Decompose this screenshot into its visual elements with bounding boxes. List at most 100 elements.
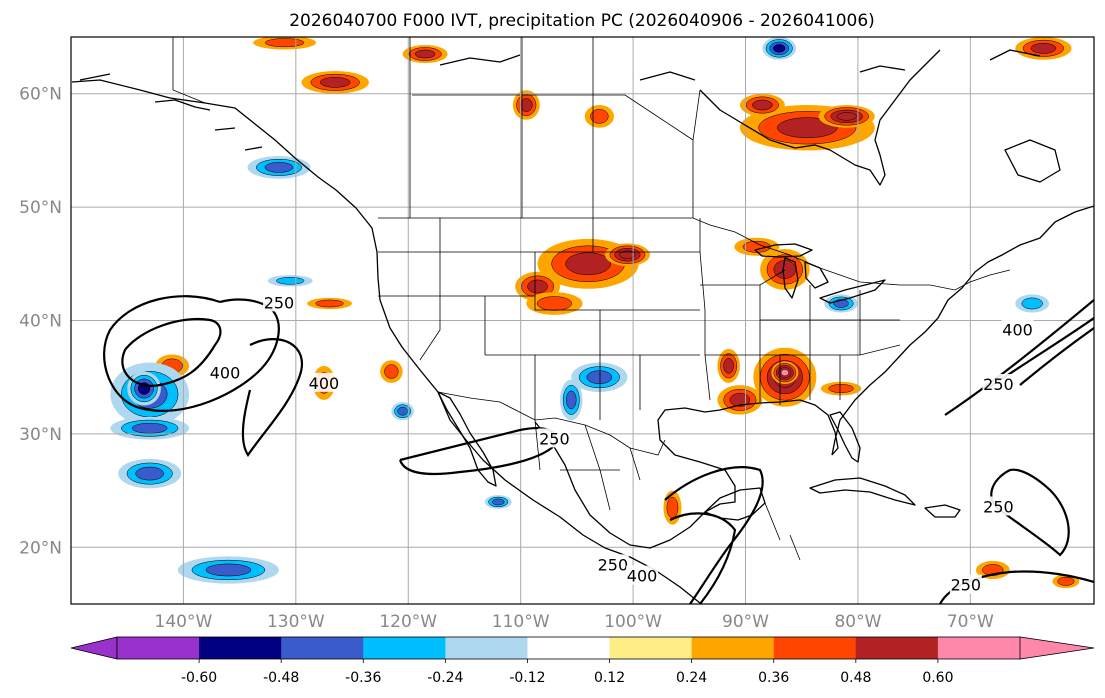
axis-labels: 20°N 30°N 40°N 50°N 60°N 140°W 130°W 120°W 110°W… [19, 85, 994, 632]
precip-fill [397, 406, 408, 416]
precip-negative-blob [762, 37, 797, 60]
colorbar-tick-label: 0.60 [922, 670, 953, 686]
precip-positive-blob [512, 90, 540, 120]
lon-label: 80°W [834, 612, 881, 632]
precip-negative-blob [110, 416, 190, 440]
precip-fill [276, 277, 305, 285]
precip-fill [205, 563, 252, 577]
ivt-label-background [307, 372, 340, 392]
great-lakes-superior [754, 243, 813, 258]
precip-fill [752, 99, 773, 111]
precip-fill [536, 296, 572, 311]
precip-positive-blob [734, 237, 780, 256]
precip-negative-blob [118, 458, 182, 489]
ivt-label-background [596, 554, 629, 574]
central-america-borders [764, 502, 801, 561]
precip-positive-blob [760, 249, 810, 290]
precip-positive-blob [1052, 574, 1080, 589]
lon-label: 110°W [492, 612, 550, 632]
precip-fill [264, 38, 305, 48]
colorbar-segment [937, 637, 1021, 659]
hudson-bay-coastline [699, 49, 941, 186]
precip-fill [742, 240, 771, 253]
precip-positive-blob [307, 297, 353, 310]
lon-label: 100°W [604, 612, 662, 632]
colorbar-segment [445, 637, 528, 659]
colorbar-tick-label: 0.48 [840, 670, 871, 686]
graticule [71, 37, 1094, 604]
colorbar-segment [773, 637, 857, 659]
colorbar-over-triangle [1019, 636, 1095, 660]
precip-fill [319, 77, 351, 88]
great-lakes-michigan [782, 257, 799, 299]
us-mexico-border [437, 391, 666, 456]
colorbar: -0.60 -0.48 -0.36 -0.24 -0.12 0.12 0.24 0.36 0.4… [70, 636, 1095, 686]
newfoundland [1004, 139, 1061, 183]
precip-fill [586, 370, 613, 385]
ivt-contour-label: 400 [309, 374, 340, 393]
canada-us-border [378, 217, 1011, 291]
colorbar-tick-label: 0.12 [594, 670, 625, 686]
alaska-canada-border [172, 37, 206, 104]
cuba [809, 477, 916, 506]
ivt-label-background [209, 362, 242, 382]
lat-label: 30°N [19, 425, 62, 445]
precip-negative-blob [824, 294, 858, 313]
colorbar-segment [855, 637, 939, 659]
colorbar-segment [527, 637, 611, 659]
atlantic-coastline [831, 205, 1094, 456]
precip-negative-blob [247, 156, 311, 179]
colorbar-tick-label: -0.12 [509, 670, 545, 686]
colorbar-under-triangle [70, 636, 118, 660]
gulf-coastline [534, 399, 839, 549]
precip-fill [828, 384, 854, 393]
precip-fill [1057, 576, 1075, 586]
precip-negative-blob [127, 371, 161, 406]
precip-negative-blob [267, 275, 313, 287]
precip-negative-blob [177, 556, 279, 584]
ivt-label-background [982, 496, 1015, 516]
ivt-contour-label: 250 [983, 375, 1014, 394]
precip-negative-blob [571, 362, 628, 392]
precip-fill [264, 162, 294, 173]
precip-positive-blob [1015, 37, 1072, 60]
precip-positive-blob [717, 348, 740, 383]
colorbar-outline [116, 636, 1021, 660]
colorbar-tick-label: 0.36 [758, 670, 789, 686]
precipitation-pc-layer [110, 37, 1080, 589]
lon-label: 120°W [379, 612, 437, 632]
ivt-contour-label: 250 [539, 429, 570, 448]
precip-positive-blob [604, 243, 650, 267]
pacific-coastline [71, 79, 701, 604]
precip-positive-blob [717, 385, 763, 415]
precip-fill [666, 496, 679, 519]
precip-positive-blob [402, 44, 448, 64]
colorbar-segment [117, 637, 200, 659]
precip-fill [836, 112, 857, 121]
mexico-states [534, 419, 641, 511]
precip-fill [590, 109, 609, 124]
map-frame [70, 36, 1095, 605]
ivt-label-background [626, 565, 659, 585]
colorbar-segment [199, 637, 282, 659]
hispaniola [924, 504, 961, 518]
lon-label: 70°W [947, 612, 994, 632]
ivt-400-contour-west-a [121, 317, 222, 387]
ivt-contour-central-america [664, 466, 764, 604]
precip-fill [729, 393, 751, 407]
lat-label: 50°N [19, 198, 62, 218]
precip-positive-blob [584, 105, 614, 128]
precip-positive-blob [975, 560, 1010, 580]
alaska-islands [154, 99, 263, 151]
precip-fill [780, 369, 789, 377]
ivt-contour-label: 250 [983, 497, 1014, 516]
precip-fill [414, 49, 436, 59]
colorbar-segment [691, 637, 775, 659]
colorbar-tick-label: -0.60 [181, 670, 217, 686]
precip-positive-blob [380, 360, 403, 383]
precip-positive-blob [301, 71, 369, 94]
lon-label: 140°W [155, 612, 213, 632]
figure-title: 2026040700 F000 IVT, precipitation PC (2… [289, 11, 875, 31]
